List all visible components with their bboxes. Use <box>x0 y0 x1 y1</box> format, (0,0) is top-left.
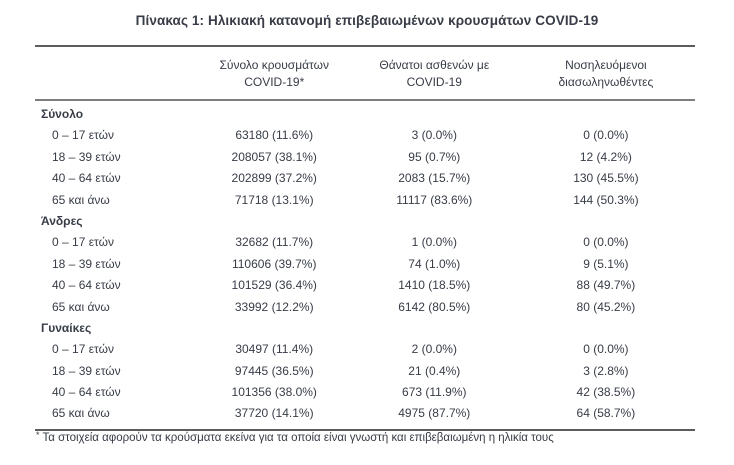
section-label-men: Άνδρες <box>41 213 83 228</box>
column-header-intubated-line1: Νοσηλευόμενοι <box>565 58 647 72</box>
age-label: 65 και άνω <box>52 299 110 314</box>
table-row: 18 – 39 ετών 208057 (38.1%) 95 (0.7%) 12… <box>35 147 695 168</box>
cases-cell: 208057 (38.1%) <box>231 149 317 164</box>
intubated-cell: 80 (45.2%) <box>576 299 636 314</box>
column-header-deaths: Θάνατοι ασθενών με COVID-19 <box>352 57 517 91</box>
table-row: 40 – 64 ετών 101529 (36.4%) 1410 (18.5%)… <box>35 275 695 296</box>
cases-cell: 101529 (36.4%) <box>231 278 317 293</box>
deaths-cell: 2083 (15.7%) <box>398 171 471 186</box>
deaths-cell: 1410 (18.5%) <box>398 278 471 293</box>
table-row: 0 – 17 ετών 30497 (11.4%) 2 (0.0%) 0 (0.… <box>35 339 695 360</box>
intubated-cell: 64 (58.7%) <box>576 406 636 421</box>
section-label-total: Σύνολο <box>41 107 84 121</box>
column-header-cases-line1: Σύνολο κρουσμάτων <box>219 58 329 72</box>
cases-cell: 71718 (13.1%) <box>234 192 314 207</box>
table-row: 40 – 64 ετών 202899 (37.2%) 2083 (15.7%)… <box>35 168 695 189</box>
deaths-cell: 673 (11.9%) <box>402 385 467 400</box>
column-header-deaths-line1: Θάνατοι ασθενών με <box>379 58 490 72</box>
cases-cell: 101356 (38.0%) <box>231 385 317 400</box>
deaths-cell: 95 (0.7%) <box>408 149 461 164</box>
intubated-cell: 3 (2.8%) <box>583 363 629 378</box>
section-header-row-women: Γυναίκες <box>35 318 695 339</box>
table-body: Σύνολο 0 – 17 ετών 63180 (11.6%) 3 (0.0%… <box>35 101 695 429</box>
age-label: 18 – 39 ετών <box>52 149 121 164</box>
column-header-cases-line2: COVID-19* <box>244 75 305 89</box>
intubated-cell: 0 (0.0%) <box>583 342 629 357</box>
cases-cell: 30497 (11.4%) <box>235 342 314 357</box>
age-label: 65 και άνω <box>52 406 110 421</box>
deaths-cell: 3 (0.0%) <box>411 128 457 143</box>
table-row: 40 – 64 ετών 101356 (38.0%) 673 (11.9%) … <box>35 382 695 403</box>
cases-cell: 37720 (14.1%) <box>234 406 314 421</box>
intubated-cell: 88 (49.7%) <box>576 278 636 293</box>
section-header-row-men: Άνδρες <box>35 211 695 232</box>
section-label-women: Γυναίκες <box>41 320 92 335</box>
covid-age-distribution-table: Σύνολο κρουσμάτων COVID-19* Θάνατοι ασθε… <box>35 45 695 431</box>
table-row: 0 – 17 ετών 63180 (11.6%) 3 (0.0%) 0 (0.… <box>35 125 695 146</box>
deaths-cell: 21 (0.4%) <box>408 363 461 378</box>
intubated-cell: 130 (45.5%) <box>573 171 639 186</box>
deaths-cell: 74 (1.0%) <box>408 256 461 271</box>
age-label: 40 – 64 ετών <box>52 385 121 400</box>
footnote-text: Τα στοιχεία αφορούν τα κρούσματα εκείνα … <box>42 432 554 444</box>
table-header-row: Σύνολο κρουσμάτων COVID-19* Θάνατοι ασθε… <box>35 47 695 101</box>
age-label: 0 – 17 ετών <box>52 128 114 143</box>
intubated-cell: 42 (38.5%) <box>576 385 636 400</box>
table-row: 65 και άνω 37720 (14.1%) 4975 (87.7%) 64… <box>35 403 695 424</box>
intubated-cell: 9 (5.1%) <box>583 256 629 271</box>
table-row: 65 και άνω 71718 (13.1%) 11117 (83.6%) 1… <box>35 190 695 211</box>
table-row: 0 – 17 ετών 32682 (11.7%) 1 (0.0%) 0 (0.… <box>35 232 695 253</box>
table-row: 65 και άνω 33992 (12.2%) 6142 (80.5%) 80… <box>35 297 695 318</box>
column-header-cases: Σύνολο κρουσμάτων COVID-19* <box>197 57 352 91</box>
cases-cell: 33992 (12.2%) <box>234 299 314 314</box>
deaths-cell: 1 (0.0%) <box>411 235 457 250</box>
cases-cell: 63180 (11.6%) <box>235 128 314 143</box>
column-header-intubated-line2: διασωληνωθέντες <box>558 75 654 89</box>
deaths-cell: 4975 (87.7%) <box>398 406 471 421</box>
footnote: * Τα στοιχεία αφορούν τα κρούσματα εκείνα… <box>36 430 554 444</box>
age-label: 18 – 39 ετών <box>52 256 121 271</box>
intubated-cell: 144 (50.3%) <box>573 192 639 207</box>
intubated-cell: 0 (0.0%) <box>583 128 629 143</box>
age-label: 65 και άνω <box>52 192 110 207</box>
age-label: 0 – 17 ετών <box>52 235 114 250</box>
cases-cell: 110606 (39.7%) <box>231 256 317 271</box>
column-header-deaths-line2: COVID-19 <box>406 75 462 89</box>
section-header-row-total: Σύνολο <box>35 104 695 125</box>
age-label: 40 – 64 ετών <box>52 171 121 186</box>
intubated-cell: 0 (0.0%) <box>583 235 629 250</box>
deaths-cell: 11117 (83.6%) <box>396 192 473 207</box>
column-header-intubated: Νοσηλευόμενοι διασωληνωθέντες <box>517 57 695 91</box>
deaths-cell: 6142 (80.5%) <box>398 299 471 314</box>
table-title: Πίνακας 1: Ηλικιακή κατανομή επιβεβαιωμέ… <box>135 13 599 28</box>
age-label: 0 – 17 ετών <box>52 342 114 357</box>
cases-cell: 202899 (37.2%) <box>231 171 317 186</box>
cases-cell: 97445 (36.5%) <box>234 363 314 378</box>
intubated-cell: 12 (4.2%) <box>579 149 632 164</box>
deaths-cell: 2 (0.0%) <box>411 342 457 357</box>
cases-cell: 32682 (11.7%) <box>235 235 314 250</box>
age-label: 40 – 64 ετών <box>52 278 121 293</box>
age-label: 18 – 39 ετών <box>52 363 121 378</box>
table-row: 18 – 39 ετών 97445 (36.5%) 21 (0.4%) 3 (… <box>35 361 695 382</box>
footnote-asterisk: * <box>36 430 40 440</box>
table-row: 18 – 39 ετών 110606 (39.7%) 74 (1.0%) 9 … <box>35 254 695 275</box>
